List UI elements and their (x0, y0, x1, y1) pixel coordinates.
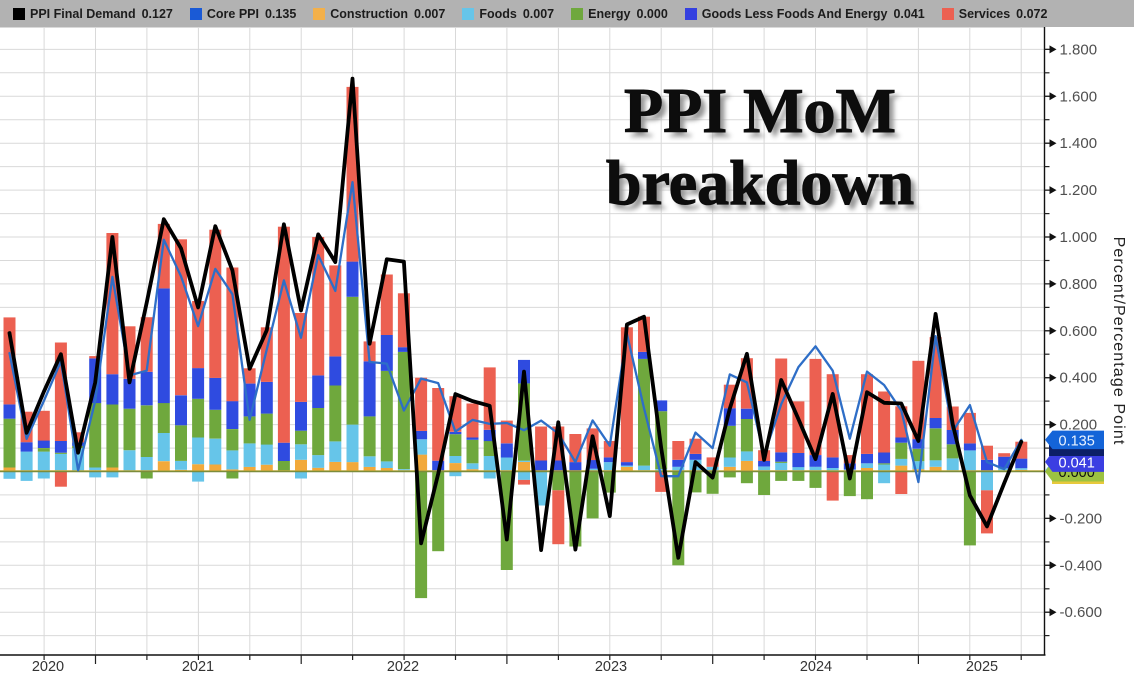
svg-text:2024: 2024 (800, 659, 832, 674)
svg-text:0.400: 0.400 (1060, 370, 1098, 387)
svg-text:2021: 2021 (182, 659, 214, 674)
svg-text:2023: 2023 (595, 659, 627, 674)
svg-text:1.000: 1.000 (1060, 229, 1098, 246)
svg-text:0.041: 0.041 (1059, 455, 1095, 471)
svg-text:2025: 2025 (966, 659, 998, 674)
svg-text:Percent/Percentage Point: Percent/Percentage Point (1110, 237, 1127, 446)
svg-text:2020: 2020 (32, 659, 64, 674)
svg-text:1.600: 1.600 (1060, 88, 1098, 105)
svg-text:0.200: 0.200 (1060, 417, 1098, 434)
svg-text:2022: 2022 (387, 659, 419, 674)
svg-text:-0.400: -0.400 (1060, 557, 1103, 574)
svg-text:1.400: 1.400 (1060, 135, 1098, 152)
svg-text:-0.200: -0.200 (1060, 510, 1103, 527)
svg-text:0.135: 0.135 (1059, 433, 1095, 449)
svg-text:0.800: 0.800 (1060, 276, 1098, 293)
svg-text:1.200: 1.200 (1060, 182, 1098, 199)
svg-text:-0.600: -0.600 (1060, 604, 1103, 621)
svg-text:0.600: 0.600 (1060, 323, 1098, 340)
svg-text:1.800: 1.800 (1060, 41, 1098, 58)
